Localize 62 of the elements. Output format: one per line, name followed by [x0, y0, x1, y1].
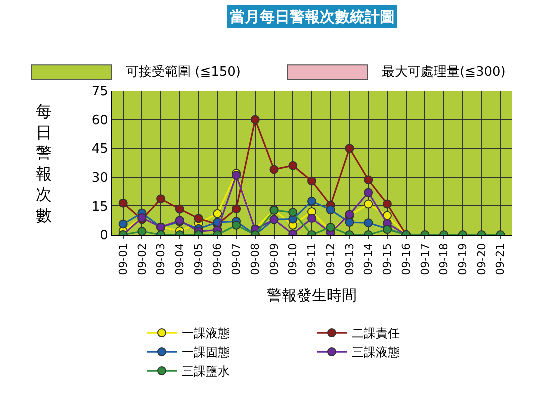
- x-tick-label: 09-01: [116, 243, 130, 276]
- point: [326, 206, 336, 215]
- x-tick-label: 09-20: [475, 243, 488, 276]
- point: [364, 218, 374, 228]
- point: [138, 227, 147, 235]
- legend-label: 三課鹽水: [182, 364, 230, 379]
- point: [213, 209, 222, 218]
- point: [250, 115, 260, 124]
- point: [288, 208, 298, 218]
- point: [308, 196, 316, 206]
- point: [288, 161, 298, 170]
- point: [175, 204, 184, 214]
- x-tick-label: 09-19: [456, 243, 470, 276]
- chart-title: 當月每日警報次數統計圖: [230, 8, 395, 26]
- x-tick-label: 09-10: [286, 243, 300, 276]
- x-axis-title: 警報發生時間: [267, 286, 357, 304]
- point: [364, 200, 374, 209]
- x-tick-label: 09-06: [211, 243, 224, 276]
- x-tick-label: 09-21: [494, 243, 508, 276]
- point: [232, 220, 242, 230]
- x-tick-label: 09-11: [306, 243, 319, 276]
- point: [364, 176, 374, 185]
- point: [382, 200, 392, 209]
- y-tick-label: 75: [92, 84, 108, 100]
- y-tick-label: 30: [92, 170, 108, 186]
- point: [270, 165, 279, 174]
- x-tick-label: 09-08: [248, 243, 262, 276]
- text: 可接受範圍 (≦150): [126, 65, 241, 80]
- x-tick-label: 09-07: [230, 243, 244, 276]
- x-tick-label: 09-04: [173, 243, 186, 276]
- y-tick-label: 15: [92, 200, 108, 215]
- point: [194, 214, 204, 224]
- point: [118, 220, 128, 229]
- y-tick-label: 45: [92, 142, 108, 158]
- y-axis-title: 每日警報次數: [36, 102, 52, 225]
- legend-label: 三課液態: [352, 346, 400, 360]
- legend-label: 二課責任: [352, 326, 400, 341]
- x-tick-label: 09-15: [381, 243, 394, 276]
- x-tick-label: 09-05: [192, 243, 206, 276]
- x-tick-label: 09-16: [400, 243, 413, 276]
- point: [308, 176, 316, 186]
- x-tick-label: 09-14: [362, 243, 376, 276]
- x-tick-label: 09-02: [136, 243, 149, 276]
- point: [118, 198, 128, 208]
- point: [308, 214, 316, 223]
- legend-label: 一課固態: [182, 346, 230, 360]
- y-tick-label: 0: [100, 228, 108, 244]
- text: 最大可處理量(≦300): [382, 65, 506, 80]
- x-tick-label: 09-09: [268, 243, 281, 276]
- point: [326, 223, 336, 232]
- x-tick-label: 09-13: [343, 243, 356, 276]
- x-tick-label: 09-17: [418, 243, 432, 276]
- point: [345, 144, 354, 154]
- x-tick-label: 09-18: [438, 243, 451, 276]
- point: [156, 194, 166, 204]
- point: [364, 188, 374, 198]
- point: [232, 204, 242, 214]
- x-tick-label: 09-12: [324, 243, 338, 276]
- y-tick-label: 60: [92, 113, 108, 128]
- legend-label: 一課液態: [182, 326, 230, 341]
- point: [345, 218, 354, 228]
- x-tick-label: 09-03: [154, 243, 168, 276]
